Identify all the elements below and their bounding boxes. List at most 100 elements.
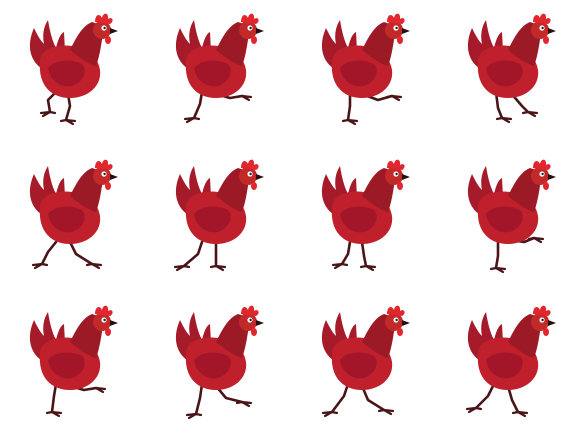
beak bbox=[110, 28, 118, 34]
hen-sprite bbox=[321, 13, 410, 126]
foot bbox=[489, 266, 507, 274]
wing bbox=[48, 60, 85, 87]
comb bbox=[387, 305, 405, 316]
hen bbox=[321, 159, 410, 272]
head bbox=[531, 21, 549, 39]
foot bbox=[321, 410, 339, 418]
eye-pupil bbox=[541, 318, 544, 322]
leg-bone bbox=[494, 240, 500, 270]
beak bbox=[110, 320, 118, 326]
hen bbox=[29, 159, 118, 270]
beak bbox=[256, 320, 264, 326]
comb bbox=[387, 13, 405, 24]
hen-sprite bbox=[29, 13, 118, 126]
wing bbox=[48, 206, 85, 233]
eye-pupil bbox=[395, 172, 398, 176]
foot bbox=[341, 118, 359, 126]
wing bbox=[340, 206, 377, 233]
foot bbox=[209, 264, 227, 272]
eye-pupil bbox=[541, 26, 544, 30]
foot bbox=[377, 408, 395, 416]
leg-bone bbox=[506, 384, 520, 414]
hen-sprite bbox=[465, 305, 556, 418]
beak bbox=[548, 174, 556, 180]
leg-1 bbox=[494, 90, 513, 124]
eye-pupil bbox=[395, 26, 398, 30]
leg-1 bbox=[331, 240, 352, 270]
hen bbox=[175, 305, 264, 420]
leg-1 bbox=[489, 240, 507, 274]
beak bbox=[256, 28, 264, 34]
leg-1 bbox=[341, 90, 359, 126]
hen-sprite bbox=[321, 159, 410, 272]
leg-bone bbox=[68, 240, 94, 266]
wattle bbox=[105, 36, 111, 44]
beak bbox=[402, 174, 410, 180]
walk-frame-8 bbox=[438, 146, 584, 292]
beak bbox=[256, 174, 264, 180]
leg-bone bbox=[192, 90, 204, 120]
walk-frame-6 bbox=[146, 146, 292, 292]
leg-2 bbox=[214, 384, 253, 408]
hen-sprite bbox=[29, 305, 118, 418]
head bbox=[93, 313, 111, 331]
leg-1 bbox=[31, 240, 58, 270]
leg-2 bbox=[506, 384, 529, 418]
walk-frame-11 bbox=[292, 292, 438, 438]
leg-bone bbox=[360, 384, 386, 412]
leg-bone bbox=[214, 384, 244, 404]
leg-bone bbox=[360, 240, 368, 268]
hen-sprite bbox=[467, 159, 556, 274]
wattle bbox=[251, 182, 257, 190]
wattle bbox=[543, 328, 549, 336]
foot bbox=[31, 262, 49, 270]
hen bbox=[29, 305, 118, 418]
leg-bone bbox=[40, 240, 58, 266]
hen bbox=[29, 13, 118, 126]
walk-frame-1 bbox=[0, 0, 146, 146]
eye-pupil bbox=[249, 172, 252, 176]
comb bbox=[533, 305, 551, 316]
wattle bbox=[105, 182, 111, 190]
leg-bone bbox=[182, 240, 204, 268]
foot bbox=[521, 110, 539, 118]
walk-frame-9 bbox=[0, 292, 146, 438]
leg-1 bbox=[321, 382, 350, 418]
beak bbox=[402, 28, 410, 34]
hen bbox=[175, 13, 264, 124]
eye-pupil bbox=[103, 172, 106, 176]
walk-frame-2 bbox=[146, 0, 292, 146]
hen-sprite bbox=[173, 159, 264, 272]
head bbox=[385, 167, 403, 185]
leg-1 bbox=[183, 90, 204, 124]
leg-bone bbox=[64, 92, 72, 122]
comb bbox=[533, 13, 551, 24]
head bbox=[385, 21, 403, 39]
foot bbox=[385, 94, 403, 102]
wattle bbox=[251, 36, 257, 44]
leg-bone bbox=[50, 382, 58, 414]
leg-1 bbox=[173, 240, 204, 272]
foot bbox=[173, 264, 191, 272]
comb bbox=[241, 305, 259, 316]
wing bbox=[194, 352, 231, 379]
leg-1 bbox=[39, 90, 58, 118]
wattle bbox=[251, 328, 257, 336]
wattle bbox=[543, 182, 549, 190]
comb bbox=[387, 159, 405, 170]
walk-frame-4 bbox=[438, 0, 584, 146]
foot bbox=[183, 116, 201, 124]
leg-2 bbox=[360, 384, 395, 416]
hen bbox=[467, 13, 556, 124]
leg-bone bbox=[346, 90, 352, 122]
wattle bbox=[397, 36, 403, 44]
hen-sprite bbox=[175, 13, 264, 124]
foot bbox=[511, 410, 529, 418]
head bbox=[93, 167, 111, 185]
wing bbox=[340, 60, 377, 87]
head bbox=[239, 313, 257, 331]
wing bbox=[194, 60, 231, 87]
wing bbox=[340, 352, 377, 379]
head bbox=[239, 167, 257, 185]
